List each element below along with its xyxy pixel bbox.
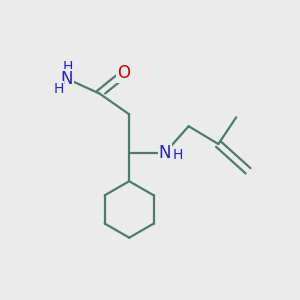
Text: H: H bbox=[172, 148, 182, 162]
Text: N: N bbox=[61, 70, 73, 88]
Text: O: O bbox=[117, 64, 130, 82]
Text: N: N bbox=[159, 144, 171, 162]
Text: H: H bbox=[62, 60, 73, 74]
Text: H: H bbox=[53, 82, 64, 96]
